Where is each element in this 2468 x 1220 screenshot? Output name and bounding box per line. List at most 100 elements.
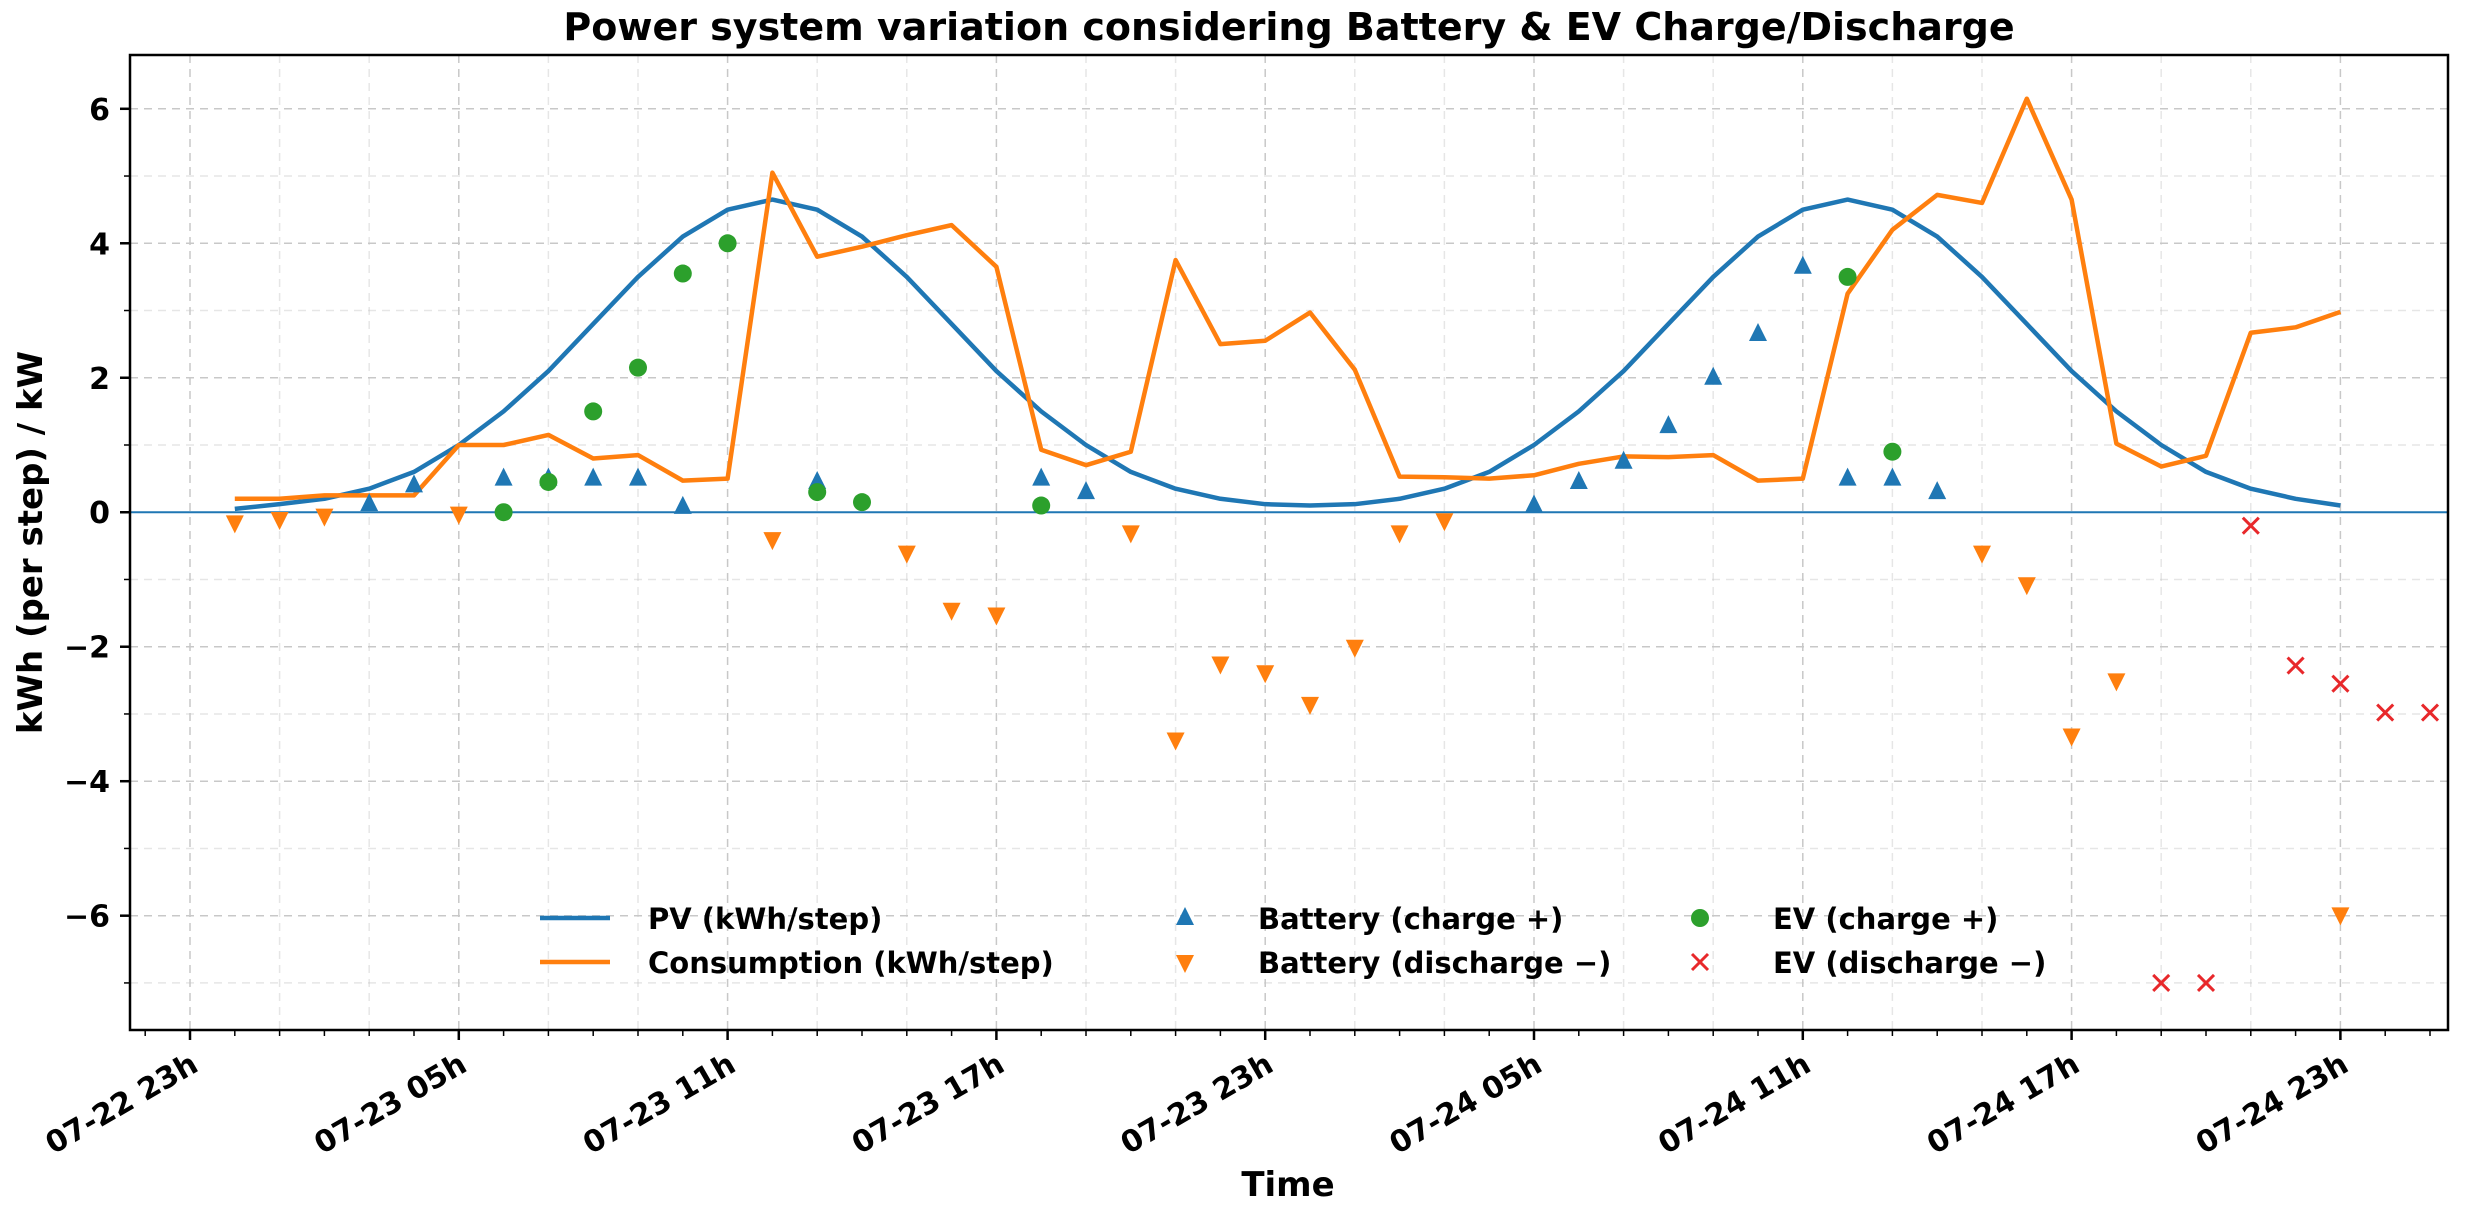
legend-swatch [1690, 952, 1710, 972]
x-tick-label: 07-24 17h [1921, 1047, 2085, 1162]
data-point-3 [1166, 732, 1185, 751]
data-point-2 [1614, 450, 1633, 469]
data-point-3 [1301, 696, 1319, 715]
legend-label: Battery (discharge −) [1258, 946, 1611, 980]
x-tick-label: 07-23 17h [846, 1047, 1010, 1162]
data-point-4 [718, 234, 737, 253]
legend: PV (kWh/step) Consumption (kWh/step) Batte… [540, 902, 2046, 980]
data-point-4 [853, 493, 871, 512]
legend-label: Consumption (kWh/step) [648, 946, 1054, 980]
series-3 [225, 506, 2350, 926]
data-point-3 [1435, 513, 1454, 532]
legend-item-3: Battery (discharge −) [1176, 946, 1611, 980]
series-1 [234, 96, 2342, 502]
plot-frame [128, 53, 2450, 1032]
data-point-2 [405, 474, 423, 493]
x-tick-label: 07-24 05h [1384, 1047, 1548, 1162]
data-point-5-stroke [2196, 973, 2216, 992]
data-point-3 [315, 508, 334, 527]
data-point-2 [1793, 255, 1812, 274]
data-point-3 [897, 545, 916, 564]
y-tick-label: −4 [64, 765, 110, 800]
data-point-3 [1345, 639, 1364, 658]
data-point-5-stroke [2376, 703, 2395, 722]
x-tick-label: 07-24 23h [2190, 1047, 2354, 1162]
data-point-3 [2107, 673, 2126, 692]
series-5 [2152, 516, 2440, 992]
data-point-4 [539, 472, 558, 491]
series-layer [225, 96, 2440, 992]
x-tick-label: 07-23 11h [577, 1047, 741, 1162]
data-point-3 [225, 515, 244, 534]
chart-title: Power system variation considering Batte… [563, 5, 2014, 49]
data-point-5 [2420, 703, 2440, 722]
series-line-0 [234, 197, 2341, 512]
data-point-5 [2286, 656, 2305, 675]
series-line-1 [234, 96, 2342, 502]
legend-swatch [1176, 955, 1194, 973]
y-tick-label: 6 [89, 93, 110, 128]
data-point-3 [1211, 656, 1230, 675]
data-point-3 [1256, 665, 1275, 684]
x-axis-label: Time [1241, 1165, 1334, 1205]
grid [130, 55, 2448, 1030]
y-tick-label: 2 [89, 362, 110, 397]
data-point-4 [584, 402, 603, 421]
data-point-2 [494, 467, 513, 486]
legend-item-5: EV (discharge −) [1690, 946, 2046, 980]
y-axis: −6 −4 −2 0 2 4 6 [64, 93, 130, 984]
data-point-5-stroke [2331, 674, 2350, 693]
data-point-2 [1032, 467, 1051, 486]
legend-swatch [1691, 909, 1709, 927]
series-2 [360, 255, 1947, 514]
data-point-3 [2331, 907, 2350, 926]
data-point-5 [2241, 516, 2260, 535]
x-tick-label: 07-24 11h [1653, 1047, 1817, 1162]
data-point-3 [270, 511, 289, 530]
data-point-3 [2017, 577, 2036, 596]
data-point-3 [1390, 525, 1409, 544]
legend-swatch-stroke [1690, 952, 1710, 972]
legend-item-2: Battery (charge +) [1176, 902, 1563, 936]
data-point-2 [584, 467, 603, 486]
data-point-2 [1928, 481, 1947, 500]
data-point-4 [494, 503, 513, 522]
data-point-5 [2152, 973, 2171, 992]
x-axis: 07-22 23h 07-23 05h 07-23 11h 07-23 17h 07-2… [40, 1030, 2431, 1162]
data-point-4 [808, 483, 827, 502]
data-point-4 [1838, 267, 1857, 286]
y-tick-label: −6 [64, 900, 110, 935]
legend-item-4: EV (charge +) [1691, 902, 1998, 936]
legend-label: EV (discharge −) [1773, 946, 2046, 980]
data-point-5-stroke [2420, 703, 2440, 722]
series-4 [494, 234, 1902, 522]
legend-label: EV (charge +) [1773, 902, 1998, 936]
x-tick-label: 07-22 23h [40, 1047, 204, 1162]
data-point-5 [2376, 703, 2395, 722]
legend-swatch [1176, 907, 1194, 925]
data-point-2 [360, 493, 379, 512]
legend-label: PV (kWh/step) [648, 902, 882, 936]
data-point-5-stroke [2241, 516, 2260, 535]
data-point-4 [673, 264, 692, 283]
data-point-2 [1569, 470, 1588, 489]
data-point-3 [942, 602, 961, 621]
data-point-2 [1659, 415, 1678, 434]
data-point-5-stroke [2152, 973, 2171, 992]
data-point-3 [1121, 525, 1140, 544]
data-point-3 [449, 506, 468, 525]
x-tick-label: 07-23 05h [309, 1047, 473, 1162]
y-tick-label: 4 [89, 227, 110, 262]
data-point-2 [1749, 323, 1767, 342]
data-point-3 [987, 607, 1006, 626]
data-point-2 [1525, 494, 1543, 513]
series-0 [234, 197, 2341, 512]
data-point-2 [629, 467, 647, 486]
data-point-4 [1883, 442, 1902, 461]
x-tick-label: 07-23 23h [1115, 1047, 1279, 1162]
data-point-4 [1032, 496, 1051, 515]
legend-label: Battery (charge +) [1258, 902, 1563, 936]
y-tick-label: 0 [89, 496, 110, 531]
legend-item-0: PV (kWh/step) [540, 902, 882, 936]
